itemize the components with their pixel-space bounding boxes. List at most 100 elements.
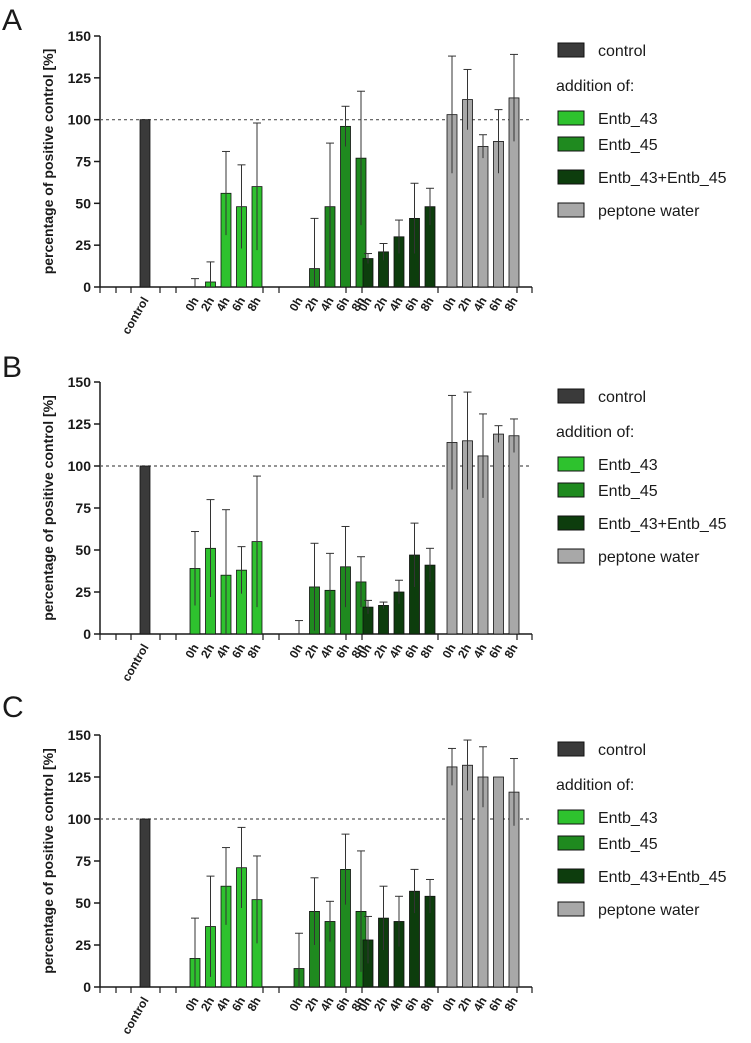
- x-tick-label-time: 0h: [439, 642, 458, 661]
- legend-label-entb43: Entb_43: [598, 457, 658, 474]
- x-tick-label-time: 4h: [317, 995, 336, 1014]
- x-tick-label-time: 6h: [229, 295, 248, 314]
- x-tick-label-time: 2h: [302, 295, 321, 314]
- legend: control addition of: Entb_43 Entb_45 Entb_43…: [556, 741, 727, 919]
- x-tick-label-time: 8h: [417, 295, 436, 314]
- legend-swatch-entb45: [557, 482, 585, 498]
- x-tick-label-time: 4h: [317, 295, 336, 314]
- y-tick-label: 150: [68, 727, 92, 743]
- legend-label-control: control: [598, 43, 646, 60]
- x-tick-label-time: 0h: [439, 995, 458, 1014]
- panel-letter: A: [2, 4, 22, 37]
- y-tick-label: 125: [68, 70, 92, 86]
- x-tick-label-time: 6h: [486, 642, 505, 661]
- legend-label-combo: Entb_43+Entb_45: [598, 170, 727, 187]
- x-tick-label-time: 8h: [417, 995, 436, 1014]
- x-tick-label-time: 0h: [182, 995, 201, 1014]
- x-tick-label-time: 6h: [229, 995, 248, 1014]
- legend-label-entb45: Entb_45: [598, 137, 658, 154]
- legend-label-addition_of: addition of:: [556, 78, 634, 95]
- x-tick-label-time: 0h: [439, 295, 458, 314]
- x-tick-label-time: 2h: [455, 995, 474, 1014]
- x-tick-label-time: 8h: [244, 995, 263, 1014]
- legend-swatch-control: [557, 741, 585, 757]
- x-tick-label-time: 0h: [286, 295, 305, 314]
- legend-label-entb45: Entb_45: [598, 836, 658, 853]
- x-tick-label-time: 4h: [470, 295, 489, 314]
- y-axis-title: percentage of positive control [%]: [40, 748, 56, 974]
- legend-swatch-peptone: [557, 202, 585, 218]
- legend-swatch-peptone: [557, 901, 585, 917]
- x-tick-label-time: 8h: [348, 295, 367, 314]
- legend: control addition of: Entb_43 Entb_45 Entb_43…: [556, 42, 727, 220]
- panel-C: C 0 25 50 75 100 125 150 percentage of positive …: [2, 691, 727, 1037]
- bar-peptone-4h: [477, 776, 489, 988]
- x-tick-label-time: 6h: [229, 642, 248, 661]
- x-tick-label-time: 2h: [455, 642, 474, 661]
- legend-swatch-combo: [557, 515, 585, 531]
- control-bar: [139, 818, 151, 988]
- x-tick-label-time: 4h: [470, 995, 489, 1014]
- x-tick-label-time: 6h: [333, 295, 352, 314]
- y-tick-label: 75: [75, 500, 91, 516]
- x-tick-label-time: 6h: [402, 995, 421, 1014]
- legend-label-control: control: [598, 389, 646, 406]
- bar-peptone-8h: [508, 435, 520, 635]
- bar-peptone-6h: [493, 433, 504, 635]
- x-tick-label-time: 0h: [182, 642, 201, 661]
- y-tick-label: 150: [68, 28, 92, 44]
- x-tick-label-time: 0h: [182, 295, 201, 314]
- x-tick-label-time: 0h: [355, 295, 374, 314]
- bar-combo-2h: [378, 605, 389, 635]
- x-tick-label-time: 8h: [244, 295, 263, 314]
- x-tick-label-control: control: [119, 295, 151, 337]
- legend-label-entb45: Entb_45: [598, 483, 658, 500]
- y-tick-label: 75: [75, 154, 91, 170]
- y-tick-label: 50: [75, 542, 91, 558]
- x-tick-label-time: 8h: [417, 642, 436, 661]
- x-tick-label-time: 4h: [470, 642, 489, 661]
- y-tick-label: 100: [68, 458, 92, 474]
- legend-label-addition_of: addition of:: [556, 424, 634, 441]
- x-tick-label-time: 2h: [302, 642, 321, 661]
- x-tick-label-time: 2h: [371, 995, 390, 1014]
- legend-label-control: control: [598, 742, 646, 759]
- x-tick-label-time: 6h: [402, 642, 421, 661]
- bar-peptone-4h: [477, 146, 489, 288]
- legend-label-entb43: Entb_43: [598, 810, 658, 827]
- y-tick-label: 25: [75, 237, 91, 253]
- y-tick-label: 50: [75, 195, 91, 211]
- x-tick-label-time: 4h: [213, 295, 232, 314]
- legend-label-peptone: peptone water: [598, 203, 700, 220]
- x-tick-label-time: 0h: [355, 995, 374, 1014]
- x-tick-label-time: 4h: [386, 295, 405, 314]
- legend-label-peptone: peptone water: [598, 549, 700, 566]
- legend-swatch-entb43: [557, 809, 585, 825]
- legend: control addition of: Entb_43 Entb_45 Entb_43…: [556, 388, 727, 566]
- bar-entb45-6h: [340, 125, 351, 288]
- panel-B: B 0 25 50 75 100 125 150 percentage of positive …: [2, 351, 727, 684]
- y-tick-label: 125: [68, 416, 92, 432]
- x-tick-label-time: 0h: [286, 642, 305, 661]
- y-tick-label: 50: [75, 895, 91, 911]
- legend-label-entb43: Entb_43: [598, 111, 658, 128]
- x-tick-label-time: 8h: [348, 642, 367, 661]
- legend-swatch-control: [557, 42, 585, 58]
- legend-swatch-entb43: [557, 456, 585, 472]
- x-tick-label-time: 2h: [198, 995, 217, 1014]
- y-tick-label: 150: [68, 374, 92, 390]
- y-tick-label: 25: [75, 584, 91, 600]
- legend-swatch-peptone: [557, 548, 585, 564]
- x-tick-label-time: 2h: [302, 995, 321, 1014]
- x-tick-label-time: 2h: [371, 642, 390, 661]
- x-tick-label-time: 6h: [402, 295, 421, 314]
- control-bar: [139, 465, 151, 635]
- x-tick-label-time: 8h: [501, 642, 520, 661]
- x-tick-label-time: 4h: [213, 995, 232, 1014]
- y-tick-label: 0: [83, 279, 91, 295]
- legend-label-addition_of: addition of:: [556, 777, 634, 794]
- panel-A: A 0 25 50 75 100 125 150 percentage of positive …: [2, 4, 727, 337]
- x-tick-label-control: control: [119, 642, 151, 684]
- y-tick-label: 0: [83, 626, 91, 642]
